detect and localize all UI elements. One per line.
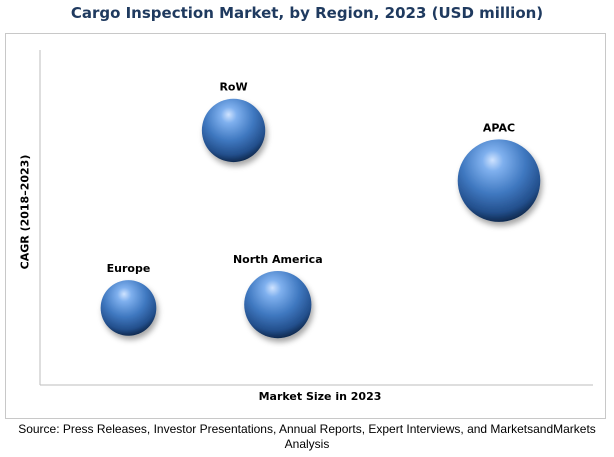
bubble-row bbox=[201, 98, 266, 163]
bubble-north-america bbox=[244, 271, 312, 339]
source-note: Source: Press Releases, Investor Present… bbox=[18, 422, 596, 451]
bubble-label-europe: Europe bbox=[107, 262, 151, 275]
y-axis-label: CAGR (2018–2023) bbox=[18, 154, 32, 270]
bubble-apac bbox=[457, 139, 541, 222]
bubble-label-apac: APAC bbox=[483, 121, 515, 134]
bubble-europe bbox=[100, 280, 157, 336]
x-axis-label: Market Size in 2023 bbox=[258, 390, 382, 403]
chart-title: Cargo Inspection Market, by Region, 2023… bbox=[70, 4, 544, 22]
bubble-label-north-america: North America bbox=[233, 253, 323, 266]
bubble-label-row: RoW bbox=[219, 81, 247, 94]
chart-frame bbox=[5, 33, 606, 419]
